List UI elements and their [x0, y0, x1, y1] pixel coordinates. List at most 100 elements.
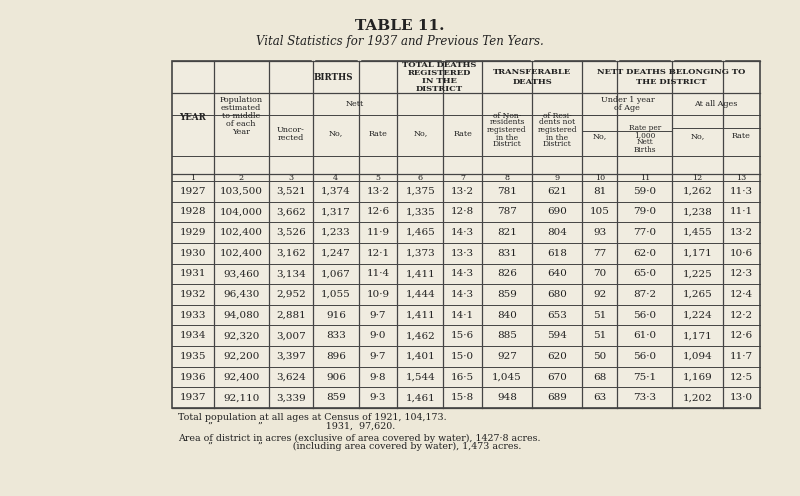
Text: 2,952: 2,952: [276, 290, 306, 299]
Text: 3,521: 3,521: [276, 187, 306, 196]
Text: YEAR: YEAR: [179, 113, 206, 122]
Text: 10·9: 10·9: [366, 290, 390, 299]
Text: 62·0: 62·0: [634, 248, 657, 258]
Text: 3,162: 3,162: [276, 248, 306, 258]
Text: 1,247: 1,247: [321, 248, 350, 258]
Text: of Resi-: of Resi-: [543, 112, 572, 120]
Text: 896: 896: [326, 352, 346, 361]
Text: 1,233: 1,233: [321, 228, 350, 237]
Text: Rate: Rate: [732, 132, 750, 140]
Text: 833: 833: [326, 331, 346, 340]
Text: 1,317: 1,317: [321, 207, 350, 216]
Text: 9·0: 9·0: [370, 331, 386, 340]
Text: dents not: dents not: [539, 119, 575, 126]
Text: 618: 618: [547, 248, 567, 258]
Text: 13: 13: [736, 174, 746, 182]
Text: 1,401: 1,401: [406, 352, 435, 361]
Text: in the: in the: [496, 133, 518, 141]
Text: 73·3: 73·3: [634, 393, 657, 402]
Text: 94,080: 94,080: [223, 310, 259, 319]
Text: 79·0: 79·0: [634, 207, 657, 216]
Text: 12·6: 12·6: [366, 207, 390, 216]
Text: NETT DEATHS BELONGING TO: NETT DEATHS BELONGING TO: [597, 68, 746, 76]
Text: 56·0: 56·0: [634, 310, 657, 319]
Text: 12·2: 12·2: [730, 310, 753, 319]
Text: 105: 105: [590, 207, 610, 216]
Text: 1,373: 1,373: [406, 248, 435, 258]
Text: 9·7: 9·7: [370, 352, 386, 361]
Text: 12: 12: [693, 174, 702, 182]
Text: ”               ”          (including area covered by water), 1,473 acres.: ” ” (including area covered by water), 1…: [178, 441, 522, 450]
Text: 93,460: 93,460: [223, 269, 259, 278]
Text: 12·8: 12·8: [451, 207, 474, 216]
Text: Under 1 year: Under 1 year: [601, 96, 654, 104]
Text: 3,339: 3,339: [276, 393, 306, 402]
Text: 13·2: 13·2: [730, 228, 753, 237]
Text: 51: 51: [594, 331, 606, 340]
Text: 690: 690: [547, 207, 567, 216]
Text: At all Ages: At all Ages: [694, 100, 738, 108]
Text: 4: 4: [334, 174, 338, 182]
Text: 7: 7: [460, 174, 465, 182]
Text: in the: in the: [546, 133, 568, 141]
Text: 11·1: 11·1: [730, 207, 753, 216]
Text: 87·2: 87·2: [634, 290, 657, 299]
Text: 840: 840: [497, 310, 517, 319]
Text: 14·3: 14·3: [451, 269, 474, 278]
Text: 1,544: 1,544: [406, 372, 435, 381]
Text: TOTAL DEATHS: TOTAL DEATHS: [402, 61, 477, 69]
Text: 102,400: 102,400: [220, 248, 262, 258]
Text: 1,374: 1,374: [321, 187, 350, 196]
Text: 15·0: 15·0: [451, 352, 474, 361]
Text: Rate per: Rate per: [629, 124, 661, 132]
Text: 13·3: 13·3: [451, 248, 474, 258]
Text: 12·4: 12·4: [730, 290, 753, 299]
Text: 12·1: 12·1: [366, 248, 390, 258]
Text: 1,411: 1,411: [406, 310, 435, 319]
Text: 6: 6: [418, 174, 423, 182]
Text: 594: 594: [547, 331, 567, 340]
Text: 831: 831: [497, 248, 517, 258]
Text: 804: 804: [547, 228, 567, 237]
Text: 8: 8: [505, 174, 510, 182]
Text: 653: 653: [547, 310, 567, 319]
Text: 50: 50: [594, 352, 606, 361]
Text: 13·2: 13·2: [451, 187, 474, 196]
Text: 859: 859: [326, 393, 346, 402]
Text: 75·1: 75·1: [634, 372, 657, 381]
Text: of Non-: of Non-: [493, 112, 522, 120]
Text: to middle: to middle: [222, 112, 260, 120]
Text: 103,500: 103,500: [220, 187, 262, 196]
Text: 1,375: 1,375: [406, 187, 435, 196]
Text: 1930: 1930: [179, 248, 206, 258]
Text: District: District: [493, 140, 522, 148]
Text: 1,444: 1,444: [406, 290, 435, 299]
Text: 93: 93: [594, 228, 606, 237]
Text: 12·5: 12·5: [730, 372, 753, 381]
Text: 5: 5: [376, 174, 381, 182]
Text: 11·4: 11·4: [366, 269, 390, 278]
Text: 1,455: 1,455: [682, 228, 713, 237]
Text: 16·5: 16·5: [451, 372, 474, 381]
Text: 96,430: 96,430: [223, 290, 259, 299]
Text: 787: 787: [497, 207, 517, 216]
Text: 14·3: 14·3: [451, 228, 474, 237]
Text: THE DISTRICT: THE DISTRICT: [636, 78, 706, 86]
Text: 821: 821: [497, 228, 517, 237]
Text: 9·8: 9·8: [370, 372, 386, 381]
Text: 10: 10: [594, 174, 605, 182]
Text: 13·2: 13·2: [366, 187, 390, 196]
Text: 12·3: 12·3: [730, 269, 753, 278]
Text: 1,265: 1,265: [682, 290, 713, 299]
Text: 1927: 1927: [179, 187, 206, 196]
Text: 1,067: 1,067: [321, 269, 350, 278]
Text: No,: No,: [329, 129, 343, 137]
Text: Total population at all ages at Census of 1921, 104,173.: Total population at all ages at Census o…: [178, 414, 446, 423]
Text: 2,881: 2,881: [276, 310, 306, 319]
Text: registered: registered: [487, 125, 527, 133]
Text: 927: 927: [497, 352, 517, 361]
Text: 3,007: 3,007: [276, 331, 306, 340]
Text: of each: of each: [226, 120, 256, 127]
Text: 1,171: 1,171: [682, 331, 713, 340]
Text: 1,202: 1,202: [682, 393, 713, 402]
